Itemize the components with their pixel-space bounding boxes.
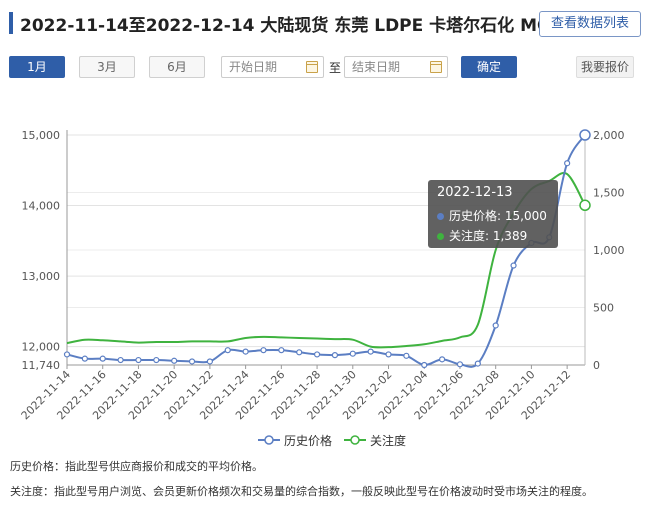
range-1m-button[interactable]: 1月	[9, 56, 65, 78]
price-point	[403, 352, 410, 359]
toolbar: 1月 3月 6月 开始日期 至 结束日期 确定 我要报价	[0, 56, 652, 80]
price-point	[206, 358, 213, 365]
y-left-tick-label: 13,000	[22, 270, 61, 283]
price-point	[242, 348, 249, 355]
price-point-highlighted	[579, 129, 591, 141]
end-date-placeholder: 结束日期	[352, 60, 401, 74]
y-right-tick-label: 1,500	[593, 187, 625, 200]
note-attention: 关注度：指此型号用户浏览、会员更新价格频次和交易量的综合指数，一般反映此型号在价…	[10, 485, 593, 498]
price-point	[171, 357, 178, 364]
header: 2022-11-14至2022-12-14 大陆现货 东莞 LDPE 卡塔尔石化…	[0, 0, 652, 46]
line-circle-icon	[344, 435, 366, 445]
price-point	[81, 355, 88, 362]
price-point	[117, 356, 124, 364]
end-date-input[interactable]: 结束日期	[344, 56, 448, 78]
price-point	[439, 356, 446, 363]
price-point	[510, 262, 517, 269]
line-circle-icon	[258, 435, 280, 445]
price-series-line	[66, 134, 586, 368]
price-attention-line-chart[interactable]: 11,740 12,000 13,000 14,000 15,000 0 500 1,000 1…	[0, 110, 652, 430]
price-point	[331, 352, 339, 359]
tooltip-attention-text: 关注度: 1,389	[449, 229, 528, 243]
price-point	[421, 361, 428, 369]
price-point	[260, 347, 267, 354]
y-left-tick-label: 11,740	[22, 359, 61, 372]
confirm-button[interactable]: 确定	[461, 56, 517, 78]
y-right-tick-label: 1,000	[593, 244, 625, 257]
legend-attention-label: 关注度	[370, 434, 407, 448]
chart-tooltip: 2022-12-13 历史价格: 15,000 关注度: 1,389	[428, 180, 558, 248]
title-accent-bar	[9, 12, 13, 34]
tooltip-date: 2022-12-13	[437, 185, 513, 200]
y-right-tick-label: 500	[593, 302, 614, 315]
price-point	[153, 356, 160, 364]
tooltip-price-text: 历史价格: 15,000	[449, 209, 547, 223]
date-range-separator: 至	[329, 61, 342, 75]
y-left-tick-label: 15,000	[22, 129, 61, 142]
price-series-dot-icon	[437, 213, 444, 220]
price-point	[367, 348, 374, 355]
request-quote-button[interactable]: 我要报价	[576, 56, 634, 78]
tooltip-price-row: 历史价格: 15,000	[437, 207, 547, 224]
note-price: 历史价格：指此型号供应商报价和成交的平均价格。	[10, 460, 263, 473]
y-left-tick-label: 14,000	[22, 200, 61, 213]
attention-point-highlighted	[579, 199, 591, 212]
legend-price-label: 历史价格	[284, 434, 333, 448]
price-point	[492, 322, 499, 329]
start-date-placeholder: 开始日期	[229, 60, 278, 74]
price-point	[135, 356, 142, 364]
price-point	[188, 358, 196, 365]
price-point	[99, 355, 106, 362]
price-point	[564, 160, 571, 167]
price-point	[63, 351, 71, 358]
price-point	[474, 360, 481, 367]
y-right-tick-label: 0	[593, 359, 600, 372]
price-point	[313, 351, 321, 358]
view-data-list-button[interactable]: 查看数据列表	[539, 11, 641, 37]
page-title: 2022-11-14至2022-12-14 大陆现货 东莞 LDPE 卡塔尔石化…	[20, 16, 575, 36]
tooltip-attention-row: 关注度: 1,389	[437, 227, 527, 244]
calendar-icon[interactable]	[430, 61, 442, 73]
price-point	[278, 347, 285, 354]
price-point	[349, 350, 356, 357]
start-date-input[interactable]: 开始日期	[221, 56, 324, 78]
price-point	[296, 349, 303, 356]
price-point	[385, 351, 392, 358]
range-6m-button[interactable]: 6月	[149, 56, 205, 78]
price-point	[456, 361, 464, 368]
y-left-tick-label: 12,000	[22, 341, 61, 354]
attention-series-dot-icon	[437, 233, 444, 240]
range-3m-button[interactable]: 3月	[79, 56, 135, 78]
y-right-tick-label: 2,000	[593, 129, 625, 142]
calendar-icon[interactable]	[306, 61, 318, 73]
price-point	[224, 347, 231, 354]
